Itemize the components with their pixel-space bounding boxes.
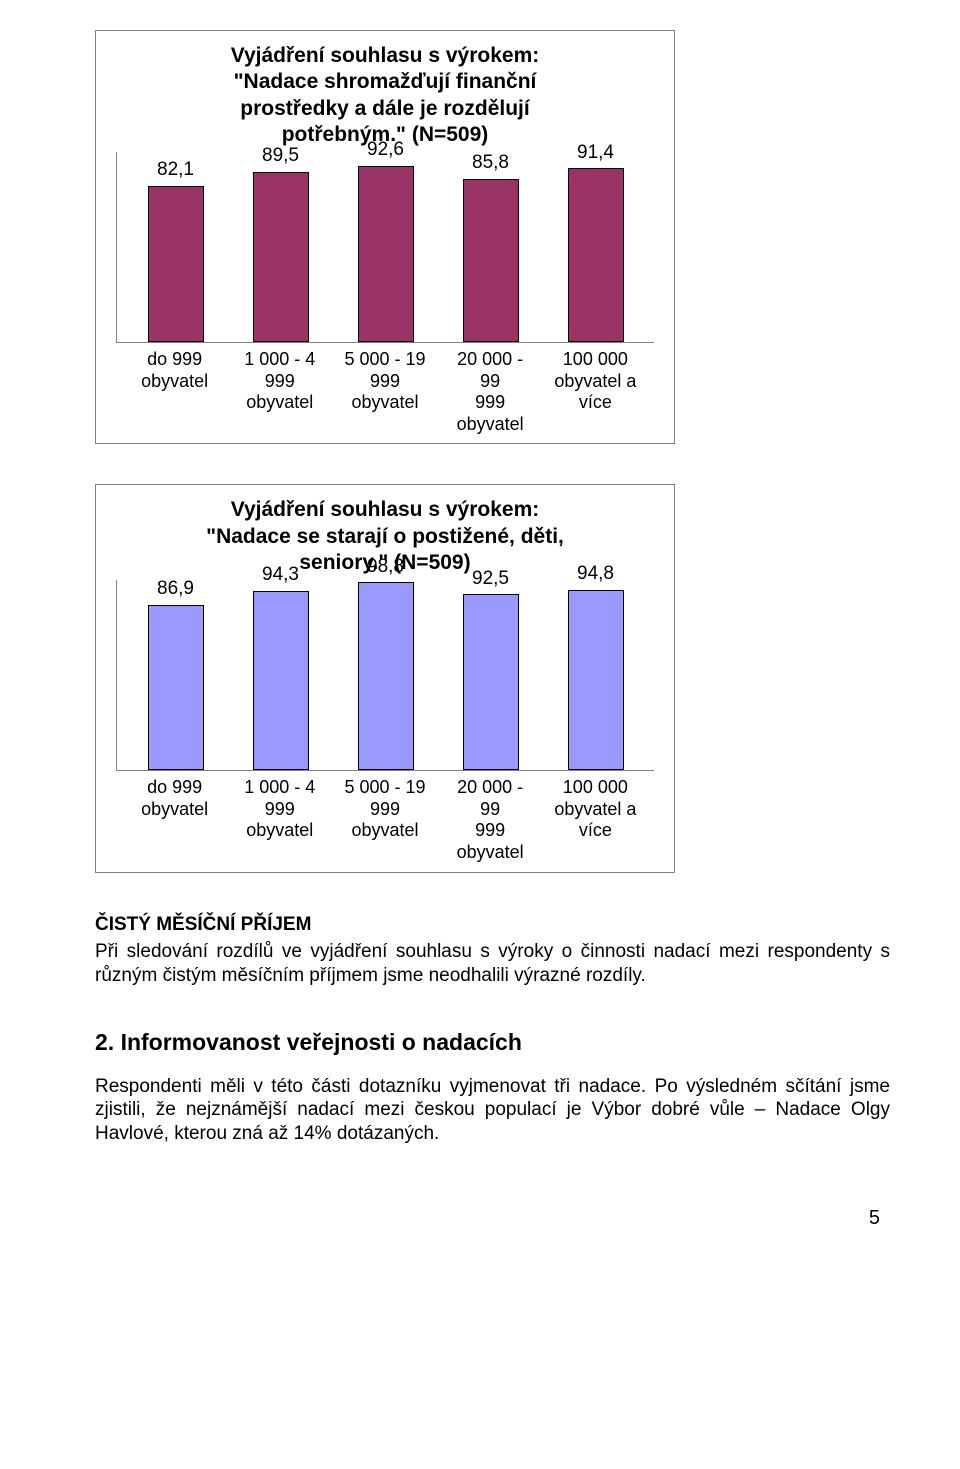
bar-slot: 92,5 <box>446 567 536 771</box>
chart1-title-line3: prostředky a dále je rozdělují <box>240 97 529 120</box>
chart1-x-labels: do 999obyvatel1 000 - 4999obyvatel5 000 … <box>116 343 654 435</box>
bar-slot: 82,1 <box>131 158 221 342</box>
bar-value-label: 92,5 <box>472 567 509 591</box>
bar-x-label: 1 000 - 4999obyvatel <box>235 349 325 435</box>
bar-value-label: 89,5 <box>262 144 299 168</box>
bar-slot: 94,8 <box>551 562 641 770</box>
bar-slot: 92,6 <box>341 138 431 342</box>
bar-rect <box>148 186 204 342</box>
chart1-title: Vyjádření souhlasu s výrokem: "Nadace sh… <box>116 43 654 148</box>
bar-rect <box>463 179 519 342</box>
bar-x-label: 20 000 - 99999obyvatel <box>445 349 535 435</box>
bar-rect <box>358 166 414 342</box>
bar-rect <box>148 605 204 770</box>
bar-value-label: 92,6 <box>367 138 404 162</box>
chart1-plot-area: 82,189,592,685,891,4 <box>116 152 654 343</box>
bar-x-label: 100 000obyvatel avíce <box>550 777 640 863</box>
bar-value-label: 86,9 <box>157 577 194 601</box>
bar-value-label: 91,4 <box>577 141 614 165</box>
bar-rect <box>358 582 414 770</box>
bar-rect <box>568 168 624 342</box>
section-awareness-body: Respondenti měli v této části dotazníku … <box>95 1075 890 1146</box>
bar-value-label: 82,1 <box>157 158 194 182</box>
bar-value-label: 98,8 <box>367 555 404 579</box>
chart-nadace-staraji: Vyjádření souhlasu s výrokem: "Nadace se… <box>95 484 675 872</box>
bar-slot: 86,9 <box>131 577 221 770</box>
bar-value-label: 85,8 <box>472 151 509 175</box>
bar-slot: 91,4 <box>551 141 641 342</box>
bar-slot: 98,8 <box>341 555 431 770</box>
chart2-title-line2: "Nadace se starají o postižené, děti, <box>206 525 564 548</box>
chart2-title-line1: Vyjádření souhlasu s výrokem: <box>231 498 540 521</box>
chart-nadace-shromazduji: Vyjádření souhlasu s výrokem: "Nadace sh… <box>95 30 675 444</box>
bar-value-label: 94,8 <box>577 562 614 586</box>
bar-x-label: do 999obyvatel <box>130 777 220 863</box>
chart2-plot-area: 86,994,398,892,594,8 <box>116 580 654 771</box>
bar-x-label: 20 000 - 99999obyvatel <box>445 777 535 863</box>
bar-x-label: do 999obyvatel <box>130 349 220 435</box>
section-awareness-heading: 2. Informovanost veřejnosti o nadacích <box>95 1028 890 1057</box>
bar-rect <box>568 590 624 770</box>
bar-rect <box>463 594 519 770</box>
chart1-title-line2: "Nadace shromažďují finanční <box>234 70 537 93</box>
bar-x-label: 1 000 - 4999obyvatel <box>235 777 325 863</box>
bar-slot: 89,5 <box>236 144 326 342</box>
section-income-body: Při sledování rozdílů ve vyjádření souhl… <box>95 940 890 988</box>
chart2-x-labels: do 999obyvatel1 000 - 4999obyvatel5 000 … <box>116 771 654 863</box>
page-number: 5 <box>95 1206 890 1231</box>
bar-slot: 94,3 <box>236 563 326 770</box>
chart1-title-line1: Vyjádření souhlasu s výrokem: <box>231 44 540 67</box>
bar-slot: 85,8 <box>446 151 536 342</box>
bar-x-label: 5 000 - 19999obyvatel <box>340 349 430 435</box>
bar-rect <box>253 172 309 342</box>
bar-rect <box>253 591 309 770</box>
bar-value-label: 94,3 <box>262 563 299 587</box>
bar-x-label: 5 000 - 19999obyvatel <box>340 777 430 863</box>
bar-x-label: 100 000obyvatel avíce <box>550 349 640 435</box>
section-income-heading: ČISTÝ MĚSÍČNÍ PŘÍJEM <box>95 913 890 937</box>
